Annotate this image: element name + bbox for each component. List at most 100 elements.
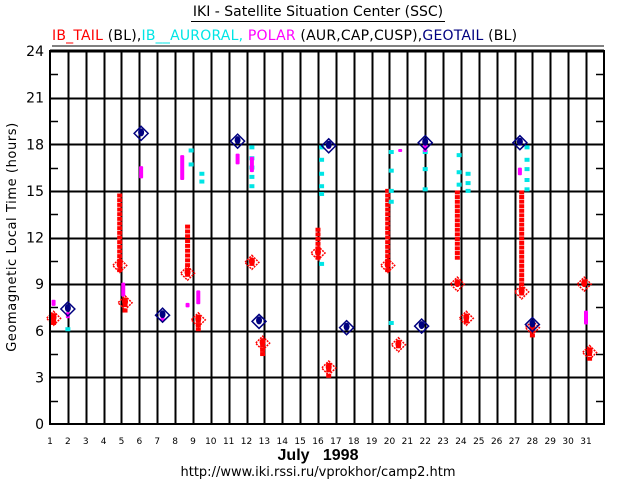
polar-segment xyxy=(180,155,185,180)
ib-tail-point xyxy=(117,221,123,226)
ib-tail-point xyxy=(195,323,201,328)
ib-tail-point xyxy=(454,241,460,246)
ib-tail-point xyxy=(385,198,391,203)
polar-segment xyxy=(249,156,254,173)
ib-tail-point xyxy=(117,226,123,231)
ib-tail-point xyxy=(519,195,525,200)
x-tick-label: 22 xyxy=(419,437,430,447)
ib-tail-point xyxy=(117,244,123,249)
ib-tail-marker xyxy=(116,294,134,311)
ib-tail-point xyxy=(519,254,525,259)
legend-entry: GEOTAIL xyxy=(422,28,484,44)
ib-tail-point xyxy=(454,237,460,242)
x-tick-label: 23 xyxy=(437,437,448,447)
x-tick-label: 27 xyxy=(509,437,520,447)
geotail-marker-core xyxy=(138,128,145,137)
ib-tail-point xyxy=(385,221,391,226)
data-marks xyxy=(45,125,598,378)
ib-tail-marker-core xyxy=(395,339,402,348)
ib-tail-marker-core xyxy=(122,297,129,306)
ib-auroral-point xyxy=(249,145,255,150)
y-tick-label: 0 xyxy=(35,417,44,433)
y-tick-label: 24 xyxy=(26,44,44,60)
ib-tail-marker xyxy=(449,276,466,293)
geotail-marker-core xyxy=(256,316,263,325)
ib-auroral-point xyxy=(319,145,325,150)
legend-entry: (AUR,CAP,CUSP), xyxy=(295,28,423,44)
ib-tail-point xyxy=(315,255,321,260)
ib-tail-point xyxy=(117,212,123,217)
ib-tail-point xyxy=(454,204,460,209)
ib-auroral-point xyxy=(524,177,530,182)
ib-auroral-point xyxy=(388,199,394,204)
ib-tail-point xyxy=(315,237,321,242)
polar-segment xyxy=(121,282,126,297)
ib-tail-point xyxy=(315,241,321,246)
x-tick-label: 29 xyxy=(545,437,557,447)
ib-auroral-point xyxy=(188,148,194,153)
ib-tail-point xyxy=(519,240,525,245)
ib-tail-point xyxy=(454,213,460,218)
x-tick-label: 9 xyxy=(190,437,196,447)
ib-auroral-point xyxy=(388,168,394,173)
polar-segment xyxy=(196,290,201,305)
ib-tail-point xyxy=(463,319,469,324)
geotail-marker-core xyxy=(234,136,241,145)
grid xyxy=(50,51,604,424)
ib-auroral-point xyxy=(199,171,205,176)
geotail-marker-core xyxy=(418,321,425,330)
ib-auroral-point xyxy=(388,320,394,325)
ib-tail-marker-core xyxy=(248,257,255,266)
ib-tail-point xyxy=(315,232,321,237)
x-tick-label: 11 xyxy=(223,437,234,447)
ib-tail-point xyxy=(385,254,391,259)
ib-auroral-point xyxy=(422,187,428,192)
ib-auroral-point xyxy=(465,171,471,176)
ib-tail-marker xyxy=(581,344,598,361)
ib-tail-point xyxy=(185,258,191,263)
ib-auroral-point xyxy=(188,162,194,167)
ib-tail-point xyxy=(519,190,525,195)
ib-tail-marker xyxy=(243,254,260,271)
ib-tail-marker xyxy=(190,311,207,328)
ib-tail-marker xyxy=(111,257,128,274)
ib-auroral-point xyxy=(524,145,530,150)
geotail-marker xyxy=(250,313,268,330)
x-tick-label: 26 xyxy=(491,437,503,447)
ib-tail-point xyxy=(185,248,191,253)
ib-tail-point xyxy=(117,235,123,240)
ib-tail-point xyxy=(185,224,191,229)
chart-title: IKI - Satellite Situation Center (SSC) xyxy=(0,4,636,22)
ib-auroral-point xyxy=(456,182,462,187)
ib-auroral-point xyxy=(319,157,325,162)
ib-tail-marker xyxy=(254,335,271,352)
ib-tail-point xyxy=(117,268,123,273)
x-tick-label: 6 xyxy=(136,437,142,447)
y-tick-label: 21 xyxy=(26,91,44,107)
geotail-marker xyxy=(413,318,430,335)
ib-tail-marker xyxy=(45,310,62,327)
ib-auroral-point xyxy=(465,188,471,193)
ib-tail-point xyxy=(385,202,391,207)
ib-tail-point xyxy=(385,226,391,231)
ib-tail-point xyxy=(454,223,460,228)
ib-tail-point xyxy=(385,216,391,221)
ib-tail-point xyxy=(454,251,460,256)
ib-tail-point xyxy=(315,227,321,232)
y-tick-label: 3 xyxy=(35,370,44,386)
ib-auroral-point xyxy=(524,167,530,172)
ib-tail-point xyxy=(117,249,123,254)
ib-tail-point xyxy=(519,245,525,250)
ib-tail-point xyxy=(117,230,123,235)
ib-tail-marker-core xyxy=(454,279,461,288)
legend: IB_TAIL (BL),IB__AURORAL, POLAR (AUR,CAP… xyxy=(52,28,517,44)
footer-url: http://www.iki.rssi.ru/vprokhor/camp2.ht… xyxy=(181,465,456,480)
x-tick-label: 24 xyxy=(455,437,467,447)
ib-tail-point xyxy=(385,212,391,217)
ib-tail-point xyxy=(117,198,123,203)
ib-tail-point xyxy=(260,352,266,357)
ib-tail-point xyxy=(185,234,191,239)
ib-tail-point xyxy=(117,202,123,207)
